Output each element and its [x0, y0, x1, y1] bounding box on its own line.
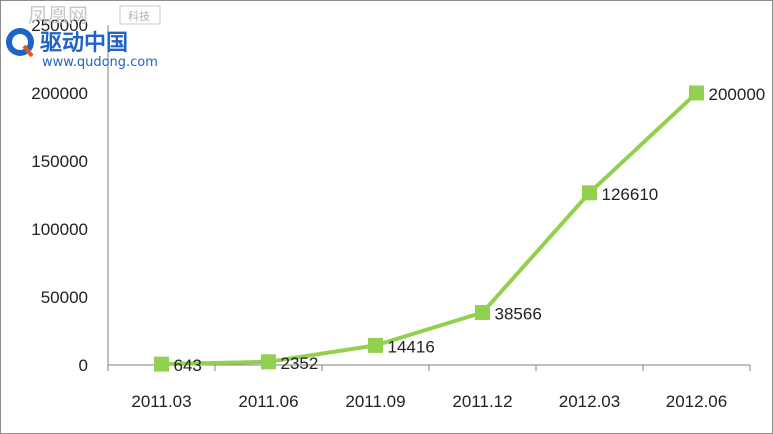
- x-tick-label: 2012.03: [559, 392, 620, 411]
- data-point-marker: [582, 185, 597, 201]
- series-line: [161, 91, 698, 367]
- y-tick-label: 50000: [41, 288, 88, 307]
- data-label: 38566: [495, 305, 542, 324]
- watermark-badge: [119, 5, 161, 25]
- data-point-marker: [689, 85, 704, 101]
- data-label: 643: [174, 356, 202, 375]
- x-tick-label: 2011.09: [345, 392, 405, 411]
- y-tick-label: 150000: [31, 152, 88, 171]
- data-point-marker: [154, 356, 169, 372]
- x-tick-label: 2011.03: [131, 392, 191, 411]
- watermark-badge-text: 科技: [128, 9, 150, 23]
- y-tick-label: 200000: [31, 84, 88, 103]
- x-tick-label: 2011.12: [452, 392, 512, 411]
- y-tick-label: 100000: [31, 220, 88, 239]
- x-tick-label: 2011.06: [238, 392, 298, 411]
- data-point-marker: [368, 337, 383, 353]
- watermark-url-text: www.qudong.com: [42, 55, 158, 70]
- watermark-brand-text: 驱动中国: [40, 31, 128, 56]
- y-tick-label: 0: [79, 356, 88, 375]
- watermark-logo: 凤凰网 科技 驱动中国 www.qudong.com: [6, 3, 161, 70]
- y-tick-label: 250000: [31, 16, 88, 35]
- watermark-top-text: 凤凰网: [28, 3, 88, 27]
- data-label: 126610: [602, 185, 659, 204]
- data-point-marker: [261, 354, 276, 370]
- data-label: 200000: [709, 85, 766, 104]
- data-point-marker: [475, 305, 490, 321]
- x-tick-label: 2012.06: [666, 392, 727, 411]
- data-label: 2352: [281, 354, 319, 373]
- data-label: 14416: [388, 337, 435, 356]
